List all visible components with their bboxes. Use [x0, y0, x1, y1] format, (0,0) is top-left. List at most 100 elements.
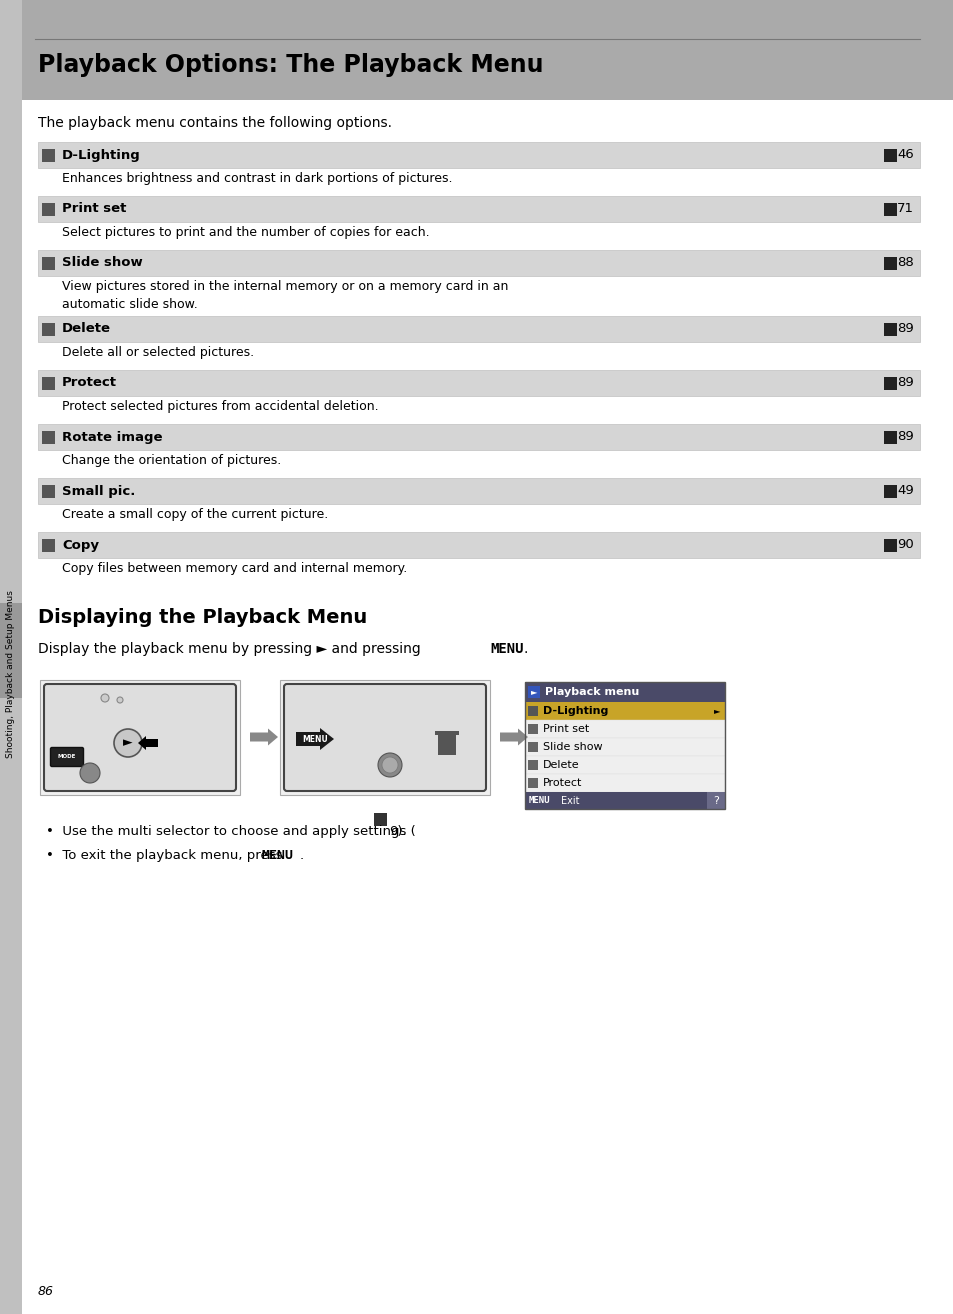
Circle shape — [381, 757, 397, 773]
Bar — [42, 539, 55, 552]
Text: View pictures stored in the internal memory or on a memory card in an
automatic : View pictures stored in the internal mem… — [62, 280, 508, 310]
Bar — [883, 431, 896, 444]
Bar — [42, 202, 55, 215]
Bar — [524, 738, 724, 756]
Bar — [524, 682, 724, 702]
Text: MENU: MENU — [529, 796, 550, 805]
Bar — [38, 478, 919, 505]
Bar — [524, 702, 724, 720]
Bar — [38, 371, 919, 396]
Text: Displaying the Playback Menu: Displaying the Playback Menu — [38, 608, 367, 627]
Bar — [38, 532, 919, 558]
Text: D-Lighting: D-Lighting — [62, 148, 141, 162]
Bar — [883, 539, 896, 552]
Bar — [42, 377, 55, 390]
Text: Protect: Protect — [62, 377, 117, 389]
Bar — [280, 681, 490, 795]
Circle shape — [101, 694, 109, 702]
Circle shape — [377, 753, 401, 777]
Text: 89: 89 — [897, 431, 913, 444]
Bar — [883, 323, 896, 336]
Bar — [42, 323, 55, 336]
Text: Rotate image: Rotate image — [62, 431, 162, 444]
Text: 9).: 9). — [389, 825, 406, 838]
Bar — [524, 720, 724, 738]
Bar — [527, 724, 537, 735]
Text: 49: 49 — [897, 485, 913, 498]
Text: 90: 90 — [897, 539, 913, 552]
Bar — [38, 142, 919, 168]
Circle shape — [113, 729, 142, 757]
Bar — [883, 377, 896, 390]
Bar — [42, 485, 55, 498]
FancyArrow shape — [138, 736, 158, 750]
Text: Copy: Copy — [62, 539, 99, 552]
Text: 46: 46 — [897, 148, 913, 162]
Bar — [527, 759, 537, 770]
Bar — [883, 148, 896, 162]
Bar — [883, 258, 896, 269]
Bar — [437, 733, 456, 756]
FancyBboxPatch shape — [51, 748, 84, 766]
Bar — [38, 196, 919, 222]
Bar — [38, 424, 919, 449]
Text: Protect: Protect — [542, 778, 581, 788]
Bar — [527, 778, 537, 788]
FancyArrow shape — [250, 728, 277, 745]
Text: MODE: MODE — [58, 754, 76, 759]
Text: Change the orientation of pictures.: Change the orientation of pictures. — [62, 455, 281, 466]
Text: Display the playback menu by pressing ► and pressing: Display the playback menu by pressing ► … — [38, 643, 425, 656]
Text: Playback menu: Playback menu — [544, 687, 639, 696]
Text: 89: 89 — [897, 322, 913, 335]
Text: •  To exit the playback menu, press: • To exit the playback menu, press — [46, 849, 287, 862]
Bar — [706, 792, 724, 809]
Text: Playback Options: The Playback Menu: Playback Options: The Playback Menu — [38, 53, 543, 78]
Bar — [42, 431, 55, 444]
Text: Slide show: Slide show — [62, 256, 143, 269]
Bar — [524, 774, 724, 792]
FancyArrow shape — [295, 728, 334, 750]
FancyArrow shape — [499, 728, 527, 745]
Text: ►: ► — [123, 737, 132, 749]
Bar — [40, 681, 240, 795]
FancyBboxPatch shape — [284, 685, 485, 791]
Bar — [527, 686, 539, 698]
Bar — [527, 742, 537, 752]
Text: .: . — [523, 643, 528, 656]
Text: 71: 71 — [896, 202, 913, 215]
Text: Small pic.: Small pic. — [62, 485, 135, 498]
Text: Delete all or selected pictures.: Delete all or selected pictures. — [62, 346, 253, 359]
Text: Print set: Print set — [542, 724, 589, 735]
Text: Copy files between memory card and internal memory.: Copy files between memory card and inter… — [62, 562, 407, 576]
Text: The playback menu contains the following options.: The playback menu contains the following… — [38, 116, 392, 130]
Text: Protect selected pictures from accidental deletion.: Protect selected pictures from accidenta… — [62, 399, 378, 413]
Bar — [42, 148, 55, 162]
Text: 89: 89 — [897, 377, 913, 389]
Bar — [883, 202, 896, 215]
Text: Delete: Delete — [542, 759, 579, 770]
Text: Delete: Delete — [62, 322, 111, 335]
Bar — [524, 682, 724, 809]
Bar — [524, 792, 724, 809]
Bar — [42, 258, 55, 269]
Circle shape — [117, 696, 123, 703]
Text: Print set: Print set — [62, 202, 126, 215]
Bar — [883, 485, 896, 498]
Text: MENU: MENU — [490, 643, 523, 656]
Bar — [0, 603, 22, 698]
Text: ►: ► — [530, 687, 537, 696]
Text: .: . — [299, 849, 304, 862]
Text: Select pictures to print and the number of copies for each.: Select pictures to print and the number … — [62, 226, 429, 239]
Text: 88: 88 — [897, 256, 913, 269]
Text: Create a small copy of the current picture.: Create a small copy of the current pictu… — [62, 509, 328, 520]
Text: ?: ? — [712, 795, 719, 805]
Bar — [0, 0, 953, 100]
Bar — [527, 706, 537, 716]
Bar — [374, 813, 387, 827]
Text: Enhances brightness and contrast in dark portions of pictures.: Enhances brightness and contrast in dark… — [62, 172, 452, 185]
Text: MENU: MENU — [302, 735, 328, 744]
Text: ►: ► — [713, 707, 720, 716]
Text: Exit: Exit — [560, 795, 578, 805]
Bar — [38, 315, 919, 342]
Bar — [524, 756, 724, 774]
